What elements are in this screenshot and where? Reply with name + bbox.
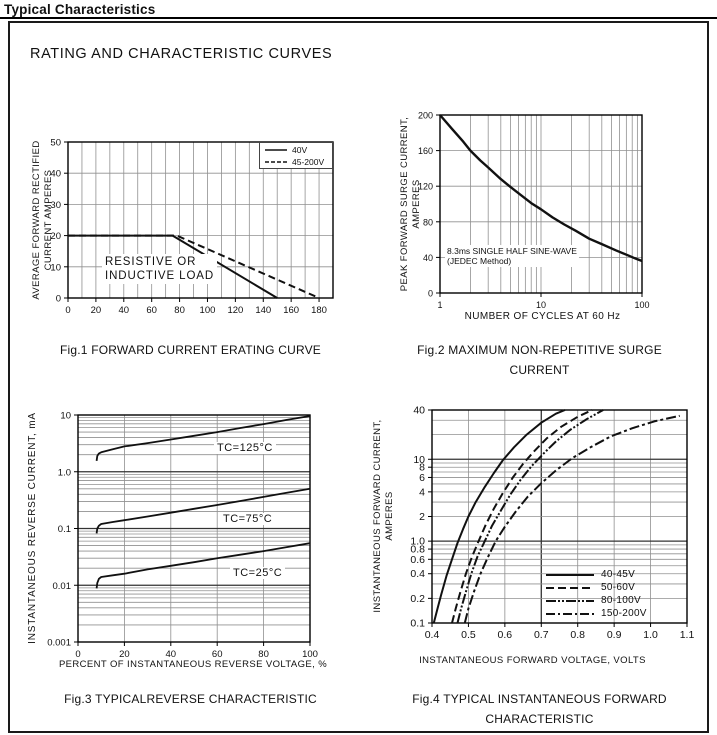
dash-dot-line-sample [546,612,594,615]
svg-text:10: 10 [413,454,425,466]
svg-text:80: 80 [423,217,433,227]
svg-text:8: 8 [419,462,425,474]
svg-text:50: 50 [50,138,61,149]
fig4-legend-row: 80-100V [546,595,647,606]
svg-text:10: 10 [60,411,71,422]
svg-text:20: 20 [119,649,130,660]
svg-text:0: 0 [65,305,70,316]
svg-text:120: 120 [227,305,243,316]
svg-text:40: 40 [119,305,130,316]
fig3-tc125-label: TC=125°C [214,442,276,454]
svg-text:0.7: 0.7 [534,629,549,641]
svg-text:1.0: 1.0 [643,629,658,641]
svg-text:30: 30 [50,200,61,211]
svg-text:200: 200 [418,111,433,121]
fig2-x-axis-title: NUMBER OF CYCLES AT 60 Hz [464,311,621,322]
svg-text:0.4: 0.4 [410,568,425,580]
dash-dot-dot-line-sample [546,599,594,602]
dashed-line-sample [546,586,594,589]
svg-text:1.1: 1.1 [680,629,695,641]
fig3-x-axis-title: PERCENT OF INSTANTANEOUS REVERSE VOLTAGE… [58,659,328,670]
svg-text:40: 40 [50,169,61,180]
fig4-legend: 40-45V 50-60V 80-100V 150-200V [546,569,647,619]
svg-text:2: 2 [419,511,425,523]
svg-text:180: 180 [311,305,327,316]
svg-text:20: 20 [91,305,102,316]
svg-text:0: 0 [75,649,80,660]
fig2-surge-annotation: 8.3ms SINGLE HALF SINE-WAVE (JEDEC Metho… [445,245,579,267]
fig2-chart: 1 10 100 0 40 80 120 160 200 [418,111,650,311]
fig1-legend: 40V 45-200V [259,142,333,169]
svg-text:60: 60 [146,305,157,316]
fig1-legend-row: 40V [265,144,332,155]
svg-text:4: 4 [419,486,425,498]
svg-text:1.0: 1.0 [58,467,71,478]
svg-text:0.8: 0.8 [570,629,585,641]
fig4-caption: Fig.4 TYPICAL INSTANTANEOUS FORWARD CHAR… [412,692,667,726]
fig3-tc25-label: TC=25°C [230,567,286,579]
content-frame [8,21,709,733]
svg-text:0.9: 0.9 [607,629,622,641]
svg-text:100: 100 [302,649,318,660]
fig1-legend-label: 40V [292,144,308,155]
fig4-legend-row: 50-60V [546,582,647,593]
fig3-tc75-label: TC=75°C [220,513,276,525]
svg-text:20: 20 [50,231,61,242]
svg-text:160: 160 [418,146,433,156]
title-divider [0,17,717,19]
svg-text:40: 40 [166,649,177,660]
svg-text:0: 0 [56,294,61,305]
fig1-legend-row: 45-200V [265,156,332,167]
fig1-legend-label: 45-200V [292,156,325,167]
fig4-legend-row: 150-200V [546,608,647,619]
svg-text:0.1: 0.1 [58,524,71,535]
svg-text:0.6: 0.6 [410,554,425,566]
svg-text:0.001: 0.001 [47,638,71,649]
page-title: Typical Characteristics [4,2,156,17]
svg-text:80: 80 [258,649,269,660]
svg-text:100: 100 [634,300,649,310]
svg-text:10: 10 [50,262,61,273]
fig3-y-axis-label: INSTANTANEOUS REVERSE CURRENT, mA [27,412,38,644]
fig2-caption: Fig.2 MAXIMUM NON-REPETITIVE SURGE CURRE… [417,343,662,377]
fig1-caption: Fig.1 FORWARD CURRENT ERATING CURVE [59,343,322,357]
svg-text:0.2: 0.2 [410,593,425,605]
dashed-line-sample [265,160,287,163]
svg-text:60: 60 [212,649,223,660]
svg-text:0.5: 0.5 [461,629,476,641]
svg-text:0: 0 [428,289,433,299]
section-heading: RATING AND CHARACTERISTIC CURVES [30,46,333,62]
svg-text:1.0: 1.0 [410,536,425,548]
svg-text:0.6: 0.6 [498,629,513,641]
solid-line-sample [546,573,594,576]
fig4-x-axis-title: INSTANTANEOUS FORWARD VOLTAGE, VOLTS [419,655,646,666]
svg-text:6: 6 [419,472,425,484]
svg-text:40: 40 [413,405,425,417]
svg-text:100: 100 [200,305,216,316]
svg-text:0.4: 0.4 [425,629,440,641]
svg-text:0.01: 0.01 [53,581,72,592]
svg-text:120: 120 [418,182,433,192]
svg-text:40: 40 [423,253,433,263]
svg-text:0.8: 0.8 [410,544,425,556]
svg-text:0.1: 0.1 [410,618,425,630]
fig4-legend-row: 40-45V [546,569,647,580]
svg-text:160: 160 [283,305,299,316]
svg-text:10: 10 [536,300,546,310]
fig3-chart: 0 20 40 60 80 100 10 1.0 0.1 0.01 0.001 [47,411,318,661]
fig3-caption: Fig.3 TYPICALREVERSE CHARACTERISTIC [64,692,317,706]
fig1-load-annotation: RESISTIVE OR INDUCTIVE LOAD [102,254,218,284]
solid-line-sample [265,148,287,151]
svg-text:1: 1 [437,300,442,310]
svg-text:140: 140 [255,305,271,316]
svg-text:80: 80 [174,305,185,316]
